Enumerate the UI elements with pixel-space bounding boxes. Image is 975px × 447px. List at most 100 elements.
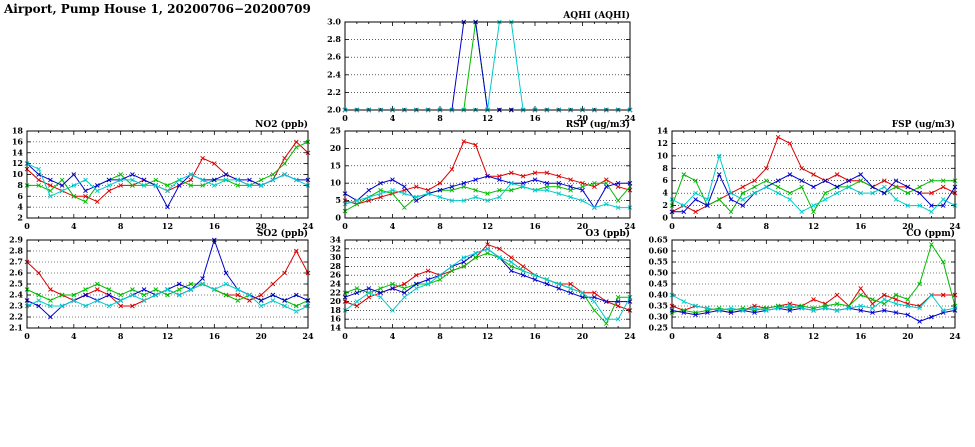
- y-tick-label: 32: [330, 243, 341, 253]
- series-cyan-line: [26, 283, 309, 313]
- x-tick-label: 24: [624, 113, 636, 123]
- series-green-markers: [669, 242, 958, 315]
- x-tick-label: 12: [482, 113, 493, 123]
- y-tick-label: 0.65: [649, 235, 668, 245]
- x-tick-label: 8: [764, 331, 770, 341]
- y-tick-label: 6: [17, 191, 23, 201]
- chart-rsp: 0 5 10 15 20 25 0 4 8 12 16 20 24 RSP (ug/m3): [318, 117, 638, 234]
- chart-so2: 2.1 2.2 2.3 2.4 2.5 2.6 2.7 2.8 2.9 0 4 8 12 16 20 24 SO…: [0, 226, 316, 344]
- x-tick-label: 20: [577, 113, 589, 123]
- chart-title: AQHI (AQHI): [562, 10, 630, 21]
- series-green-line: [27, 141, 309, 203]
- x-tick-label: 12: [808, 221, 819, 231]
- y-tick-label: 15: [330, 160, 341, 170]
- y-tick-label: 0: [662, 213, 668, 223]
- series-cyan-line: [671, 154, 956, 213]
- chart-title: NO2 (ppb): [255, 119, 308, 130]
- y-tick-label: 12: [657, 138, 668, 148]
- x-tick-label: 8: [118, 221, 124, 231]
- x-tick-label: 4: [390, 331, 396, 341]
- y-tick-label: 2.6: [9, 268, 23, 278]
- x-tick-label: 0: [342, 331, 348, 341]
- y-tick-label: 34: [330, 235, 342, 245]
- x-tick-label: 24: [949, 221, 961, 231]
- y-tick-label: 2.1: [9, 323, 23, 333]
- y-tick-label: 22: [330, 287, 341, 297]
- x-tick-label: 16: [209, 331, 221, 341]
- y-tick-label: 10: [12, 169, 24, 179]
- y-tick-label: 2: [17, 213, 23, 223]
- x-tick-label: 0: [24, 221, 30, 231]
- series-cyan-markers: [342, 19, 633, 113]
- chart-canvas-rsp: 0 5 10 15 20 25 0 4 8 12 16 20 24 RSP (ug/m3): [330, 119, 636, 231]
- series-red-line: [344, 140, 631, 205]
- plot-border: [671, 130, 956, 219]
- y-tick-label: 26: [330, 270, 342, 280]
- y-tick-label: 14: [330, 323, 342, 333]
- series-green-line: [671, 243, 956, 314]
- x-tick-label: 16: [529, 113, 541, 123]
- series-green-markers: [342, 250, 633, 326]
- y-tick-label: 2.2: [327, 87, 341, 97]
- x-tick-label: 8: [437, 221, 443, 231]
- y-tick-label: 2.6: [327, 52, 341, 62]
- y-tick-label: 0.30: [649, 312, 669, 322]
- x-tick-label: 8: [437, 331, 443, 341]
- plot-border: [26, 130, 309, 219]
- x-tick-label: 24: [624, 221, 636, 231]
- chart-title: O3 (ppb): [585, 228, 630, 239]
- series-green-markers: [24, 139, 311, 205]
- chart-aqhi: 2.0 2.2 2.4 2.6 2.8 3.0 0 4 8 12 16 20 24 AQHI (AQHI): [318, 8, 638, 126]
- y-tick-label: 24: [330, 279, 342, 289]
- x-tick-label: 20: [256, 331, 268, 341]
- y-tick-label: 0.40: [649, 290, 669, 300]
- chart-co: 0.25 0.30 0.35 0.40 0.45 0.50 0.55 0.60 0.65 0 4 8 1…: [645, 226, 963, 344]
- x-tick-label: 20: [902, 221, 914, 231]
- chart-o3: 14 16 18 20 22 24 26 28 30 32 34 0 4 8 12 16 20 24 O3 (ppb…: [318, 226, 638, 344]
- chart-no2: 2 4 6 8 10 12 14 16 18 0 4 8 12 16 20 24 NO2 (ppb): [0, 117, 316, 234]
- plot-border: [344, 21, 631, 111]
- y-tick-label: 14: [12, 147, 24, 157]
- x-tick-label: 12: [808, 331, 819, 341]
- y-tick-label: 18: [330, 305, 342, 315]
- x-tick-label: 4: [716, 331, 722, 341]
- y-tick-label: 16: [330, 314, 342, 324]
- x-tick-label: 24: [949, 331, 961, 341]
- series-blue-line: [345, 21, 630, 111]
- x-tick-label: 20: [577, 221, 589, 231]
- y-tick-label: 2.2: [9, 312, 23, 322]
- series-cyan-line: [345, 21, 630, 111]
- series-cyan-markers: [669, 153, 958, 215]
- y-tick-label: 4: [662, 188, 668, 198]
- x-tick-label: 24: [624, 331, 636, 341]
- y-tick-label: 2.7: [9, 257, 23, 267]
- y-tick-label: 30: [330, 252, 342, 262]
- x-tick-label: 16: [529, 331, 541, 341]
- series-green-markers: [342, 180, 633, 214]
- x-tick-label: 20: [256, 221, 268, 231]
- x-tick-label: 4: [71, 221, 77, 231]
- x-tick-label: 8: [437, 113, 443, 123]
- x-tick-label: 8: [118, 331, 124, 341]
- x-tick-label: 4: [71, 331, 77, 341]
- y-tick-label: 0.55: [649, 257, 668, 267]
- series-red-line: [26, 249, 309, 307]
- x-tick-label: 16: [855, 331, 867, 341]
- y-tick-label: 0.45: [649, 279, 668, 289]
- x-tick-label: 16: [529, 221, 541, 231]
- series-blue-line: [26, 238, 309, 318]
- y-tick-label: 2.3: [9, 301, 23, 311]
- y-tick-label: 0.60: [649, 246, 669, 256]
- chart-canvas-co: 0.250.300.350.400.450.500.550.600.65 0 4 8 1…: [649, 228, 961, 341]
- x-tick-label: 24: [302, 331, 314, 341]
- y-tick-label: 18: [12, 126, 24, 136]
- y-tick-label: 2: [662, 200, 668, 210]
- plot-border: [344, 130, 631, 219]
- x-tick-label: 0: [24, 331, 30, 341]
- series-blue-markers: [342, 19, 633, 113]
- y-tick-label: 6: [662, 175, 668, 185]
